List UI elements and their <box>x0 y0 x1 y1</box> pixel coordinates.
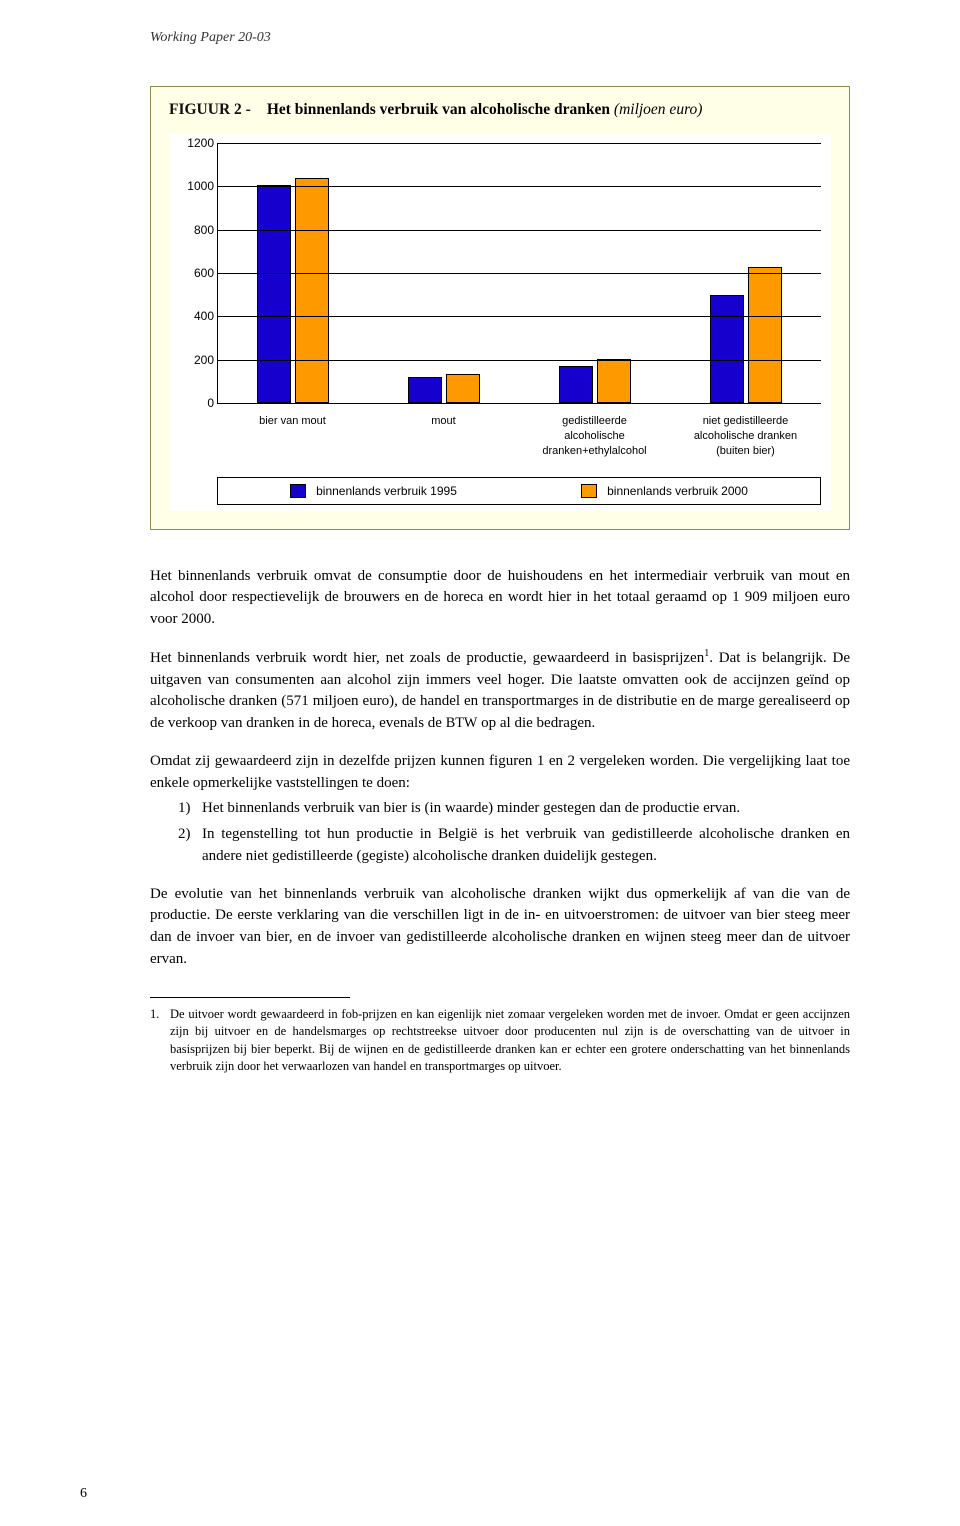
y-tick-label: 400 <box>174 309 214 323</box>
legend-label-2000: binnenlands verbruik 2000 <box>607 484 748 498</box>
figure-number: FIGUUR 2 - <box>169 101 251 119</box>
figure-2-box: FIGUUR 2 - Het binnenlands verbruik van … <box>150 86 850 530</box>
page: Working Paper 20-03 FIGUUR 2 - Het binne… <box>0 0 960 1526</box>
p2-part-a: Het binnenlands verbruik wordt hier, net… <box>150 650 704 666</box>
list-item-1: 1) Het binnenlands verbruik van bier is … <box>178 798 850 820</box>
bar <box>408 377 442 403</box>
numbered-list: 1) Het binnenlands verbruik van bier is … <box>150 798 850 867</box>
paragraph-3: Omdat zij gewaardeerd zijn in dezelfde p… <box>150 751 850 795</box>
bar <box>446 374 480 403</box>
p2-part-c: op al die bedragen. <box>477 715 595 731</box>
footnote-text: De uitvoer wordt gewaardeerd in fob-prij… <box>170 1006 850 1076</box>
footnote-number: 1. <box>150 1006 170 1076</box>
page-number: 6 <box>80 1486 87 1502</box>
gridline <box>218 273 821 274</box>
list-text-2: In tegenstelling tot hun productie in Be… <box>202 824 850 868</box>
list-text-1: Het binnenlands verbruik van bier is (in… <box>202 798 740 820</box>
bar <box>257 185 291 403</box>
x-axis-label: mout <box>368 408 519 459</box>
y-tick-label: 1000 <box>174 179 214 193</box>
figure-title-text: Het binnenlands verbruik van alcoholisch… <box>267 101 610 118</box>
body-text: Het binnenlands verbruik omvat de consum… <box>150 566 850 1076</box>
gridline <box>218 186 821 187</box>
bar <box>559 366 593 403</box>
list-num-1: 1) <box>178 798 202 820</box>
chart-legend: binnenlands verbruik 1995 binnenlands ve… <box>217 477 821 505</box>
legend-swatch-1995 <box>290 484 306 498</box>
list-item-2: 2) In tegenstelling tot hun productie in… <box>178 824 850 868</box>
figure-title: Het binnenlands verbruik van alcoholisch… <box>267 101 703 119</box>
y-tick-label: 800 <box>174 223 214 237</box>
btw-smallcaps: BTW <box>446 715 478 731</box>
bar <box>597 359 631 403</box>
footnote-rule <box>150 997 350 998</box>
paragraph-1: Het binnenlands verbruik omvat de consum… <box>150 566 850 631</box>
gridline <box>218 316 821 317</box>
legend-item-1995: binnenlands verbruik 1995 <box>290 484 457 498</box>
footnote-1: 1. De uitvoer wordt gewaardeerd in fob-p… <box>150 1006 850 1076</box>
figure-title-row: FIGUUR 2 - Het binnenlands verbruik van … <box>169 101 831 119</box>
y-tick-label: 200 <box>174 353 214 367</box>
legend-swatch-2000 <box>581 484 597 498</box>
gridline <box>218 230 821 231</box>
y-tick-label: 0 <box>174 396 214 410</box>
legend-label-1995: binnenlands verbruik 1995 <box>316 484 457 498</box>
list-num-2: 2) <box>178 824 202 868</box>
gridline <box>218 360 821 361</box>
x-axis-labels: bier van moutmoutgedistilleerdealcoholis… <box>217 408 821 459</box>
x-axis-label: bier van mout <box>217 408 368 459</box>
x-axis-label: gedistilleerdealcoholischedranken+ethyla… <box>519 408 670 459</box>
bar-chart: 020040060080010001200 <box>217 143 821 404</box>
gridline <box>218 143 821 144</box>
bar <box>748 267 782 404</box>
chart-area: 020040060080010001200 bier van moutmoutg… <box>169 133 831 511</box>
paragraph-4: De evolutie van het binnenlands verbruik… <box>150 884 850 971</box>
y-tick-label: 1200 <box>174 136 214 150</box>
paragraph-2: Het binnenlands verbruik wordt hier, net… <box>150 647 850 735</box>
legend-item-2000: binnenlands verbruik 2000 <box>581 484 748 498</box>
figure-unit: (miljoen euro) <box>614 101 703 118</box>
header-working-paper: Working Paper 20-03 <box>150 30 850 46</box>
bar <box>710 295 744 403</box>
y-tick-label: 600 <box>174 266 214 280</box>
bar <box>295 178 329 403</box>
x-axis-label: niet gedistilleerdealcoholische dranken(… <box>670 408 821 459</box>
